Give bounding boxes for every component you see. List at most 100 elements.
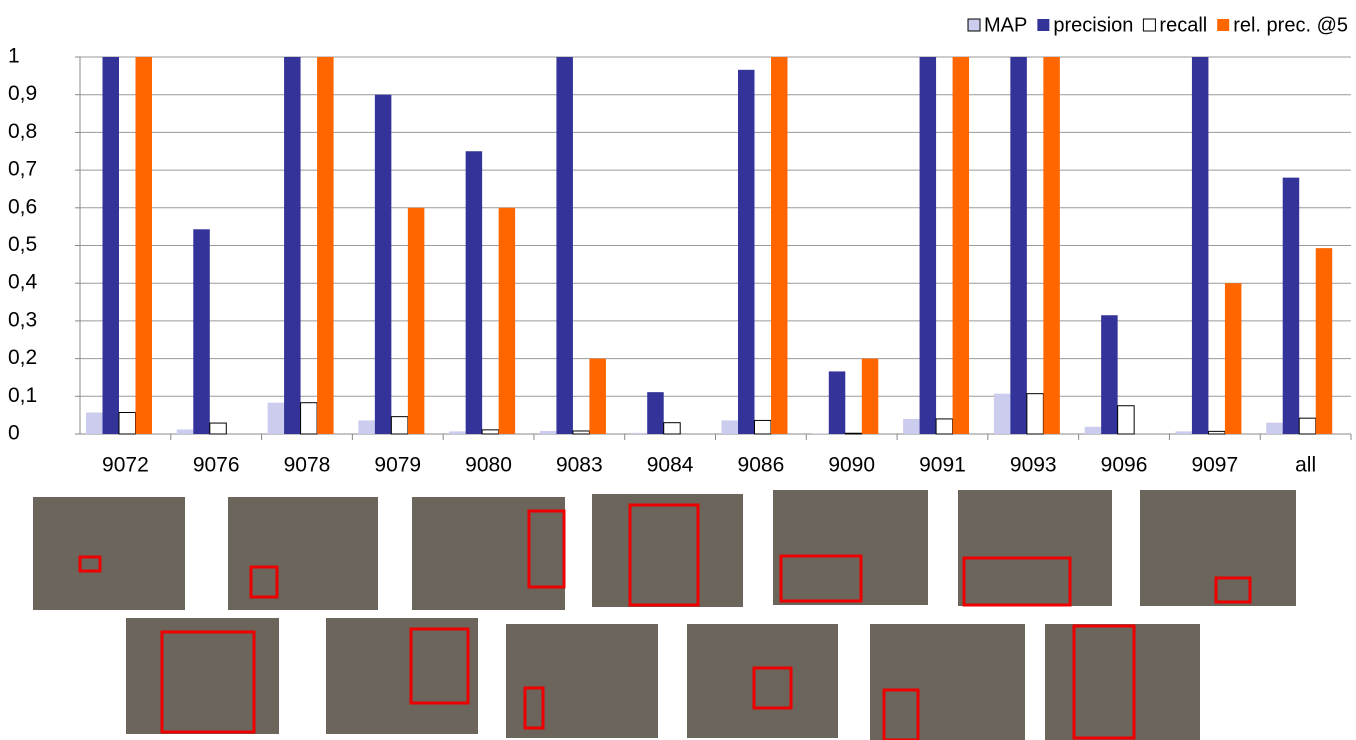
bar xyxy=(407,207,425,434)
y-tick-label: 1 xyxy=(8,45,20,68)
bar xyxy=(449,431,466,434)
bar xyxy=(267,402,285,434)
bar xyxy=(317,57,334,434)
highlight-box xyxy=(882,688,920,740)
x-tick-label: 9090 xyxy=(828,454,875,477)
thumbnail xyxy=(412,497,565,610)
bar xyxy=(374,94,392,434)
legend-swatch xyxy=(967,18,981,32)
highlight-box xyxy=(527,509,566,589)
y-tick-label: 0,8 xyxy=(8,120,37,143)
x-tick-label: 9083 xyxy=(556,454,603,477)
thumbnails xyxy=(33,490,1296,740)
bar xyxy=(771,57,788,434)
thumbnail xyxy=(870,624,1025,740)
bar xyxy=(1224,283,1242,434)
bar xyxy=(828,371,846,434)
thumbnail xyxy=(326,618,478,734)
x-tick-label: 9097 xyxy=(1191,454,1238,477)
bar xyxy=(86,412,103,434)
highlight-box xyxy=(962,556,1072,607)
x-tick-label: 9084 xyxy=(647,454,694,477)
highlight-box xyxy=(409,627,470,705)
bar xyxy=(1191,57,1209,434)
bar xyxy=(630,432,648,434)
highlight-box xyxy=(1214,576,1252,604)
highlight-box xyxy=(249,565,279,599)
bar xyxy=(1266,422,1283,434)
legend-item: recall xyxy=(1142,14,1207,36)
y-tick-label: 0 xyxy=(8,422,20,445)
thumbnail xyxy=(958,490,1112,606)
bar xyxy=(721,420,738,434)
bar xyxy=(1298,417,1317,435)
x-tick-label: 9091 xyxy=(919,454,966,477)
bar xyxy=(1207,430,1226,435)
y-tick-label: 0,2 xyxy=(8,346,37,369)
legend-label: MAP xyxy=(984,14,1027,36)
highlight-box xyxy=(1072,624,1136,740)
thumbnail xyxy=(228,497,378,610)
thumbnail xyxy=(1045,624,1200,740)
bar xyxy=(572,430,590,435)
bar xyxy=(919,57,937,434)
x-tick-label: 9076 xyxy=(193,454,240,477)
legend-item: precision xyxy=(1037,14,1133,36)
legend-label: recall xyxy=(1159,14,1207,36)
bar xyxy=(589,358,606,434)
y-tick-label: 0,5 xyxy=(8,233,37,256)
bar xyxy=(738,69,755,435)
bar xyxy=(465,151,483,434)
bar xyxy=(1282,177,1300,434)
bar xyxy=(1101,315,1118,434)
thumbnail xyxy=(592,494,743,607)
y-tick-label: 0,1 xyxy=(8,384,37,407)
bar xyxy=(993,393,1011,434)
y-tick-label: 0,4 xyxy=(8,271,38,294)
bar xyxy=(663,422,681,435)
legend: MAP precision recall rel. prec. @5 xyxy=(967,14,1348,36)
thumbnail xyxy=(33,497,185,610)
highlight-box xyxy=(628,503,700,607)
bar xyxy=(903,418,920,434)
bar xyxy=(539,430,557,434)
bar xyxy=(358,420,375,434)
x-tick-label: 9096 xyxy=(1101,454,1148,477)
legend-swatch xyxy=(1037,19,1050,31)
bar xyxy=(556,57,573,434)
legend-swatch xyxy=(1217,19,1230,31)
bar xyxy=(935,418,954,435)
bar xyxy=(481,429,500,435)
bar xyxy=(754,419,772,435)
x-tick-label: 9072 xyxy=(102,454,149,477)
legend-item: rel. prec. @5 xyxy=(1217,14,1348,36)
thumbnail xyxy=(126,618,279,734)
bar xyxy=(1043,57,1060,434)
bar xyxy=(300,402,318,435)
bar xyxy=(498,207,516,434)
highlight-box xyxy=(779,554,863,603)
y-tick-label: 0,3 xyxy=(8,308,37,331)
bar xyxy=(1010,57,1027,434)
bar xyxy=(390,416,409,435)
x-tick-label: all xyxy=(1295,454,1316,477)
bar xyxy=(1084,426,1102,434)
bar xyxy=(135,57,152,434)
bar xyxy=(952,57,970,434)
x-tick-label: 9078 xyxy=(284,454,331,477)
y-tick-label: 0,6 xyxy=(8,195,37,218)
x-tick-label: 9086 xyxy=(738,454,785,477)
highlight-box xyxy=(78,555,102,573)
x-tick-label: 9093 xyxy=(1010,454,1057,477)
bar xyxy=(209,422,227,435)
bar xyxy=(1315,248,1333,434)
bar xyxy=(1026,393,1044,435)
highlight-box xyxy=(752,666,793,710)
bar xyxy=(284,57,301,434)
legend-item: MAP xyxy=(967,14,1027,36)
legend-label: precision xyxy=(1053,14,1133,36)
bar xyxy=(844,432,863,435)
x-tick-label: 9079 xyxy=(374,454,421,477)
bar xyxy=(647,392,664,434)
